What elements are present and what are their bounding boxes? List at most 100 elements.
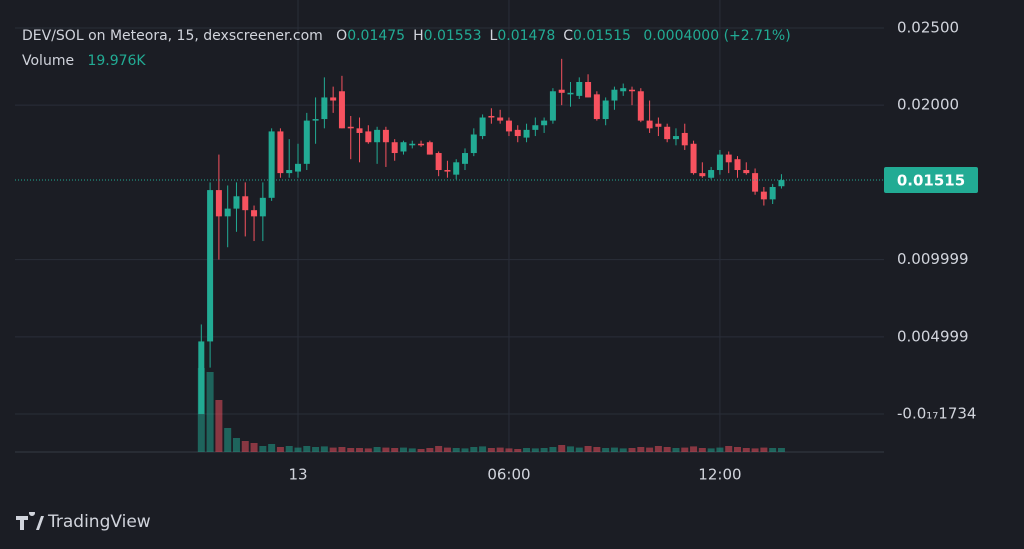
candle-body [409, 143, 416, 146]
candle-body [602, 100, 609, 120]
volume-bar [646, 447, 654, 452]
candle-body [567, 92, 574, 95]
volume-bar [531, 448, 539, 452]
last-price-label: 0.01515 [897, 172, 965, 190]
volume-bar [593, 447, 601, 452]
volume-bar [408, 448, 416, 452]
ohlc-key: L [489, 28, 498, 44]
volume-bar [268, 444, 276, 452]
ohlc-key: O [336, 28, 348, 44]
candle-body [558, 89, 565, 93]
candle-body [224, 208, 231, 217]
candle-body [356, 128, 363, 133]
candle-body [215, 190, 222, 217]
candle-body [725, 154, 732, 163]
volume-bar [760, 447, 768, 452]
candle-body [312, 119, 319, 121]
volume-bar [672, 448, 680, 452]
candle-body [514, 129, 521, 137]
volume-bar [373, 447, 381, 452]
candle-body [374, 129, 381, 143]
candle-body [620, 88, 627, 92]
candle-body [338, 91, 345, 129]
volume-bar [285, 446, 293, 452]
volume-bar [382, 447, 390, 452]
brand-text: TradingView [48, 512, 151, 532]
volume-bar [698, 448, 706, 452]
volume-bar [690, 446, 698, 452]
volume-bar [303, 446, 311, 452]
volume-header: Volume 19.976K [22, 53, 146, 69]
candle-body [435, 153, 442, 171]
ohlc-value: 0.01553 [423, 28, 482, 44]
candle-body [321, 97, 328, 120]
candle-body [330, 97, 337, 101]
volume-bar [575, 447, 583, 452]
candle-body [453, 162, 460, 175]
x-tick-label: 13 [288, 466, 307, 484]
volume-bar [566, 446, 574, 452]
ohlc-value: 0.01478 [497, 28, 556, 44]
candle-body [400, 142, 407, 152]
volume-bar [751, 448, 759, 452]
volume-bar [725, 446, 733, 452]
candle-body [497, 117, 504, 121]
candle-body [470, 134, 477, 154]
candle-body [672, 136, 679, 140]
candle-body [778, 180, 785, 187]
volume-bar [294, 447, 302, 452]
volume-bar [681, 447, 689, 452]
candle-body [303, 120, 310, 164]
volume-bar [654, 446, 662, 452]
candle-body [259, 197, 266, 217]
volume-bar [584, 446, 592, 452]
candle-body [664, 126, 671, 140]
candle-body [593, 94, 600, 120]
candle-body [541, 120, 548, 126]
candle-body [444, 170, 451, 172]
candle-body [734, 159, 741, 171]
y-tick-label: 0.02500 [897, 18, 959, 36]
candle-body [347, 126, 354, 129]
candle-body [391, 142, 398, 154]
candle-body [242, 196, 249, 211]
ohlc-value: 0.01515 [573, 28, 631, 44]
ohlc-value: 0.01475 [347, 28, 406, 44]
volume-bar [329, 447, 337, 452]
volume-bar [232, 438, 240, 452]
volume-bar [364, 448, 372, 452]
candle-body [479, 117, 486, 137]
candle-body [655, 123, 662, 127]
volume-bar [558, 445, 566, 452]
volume-bar [417, 449, 425, 452]
y-tick-label: 0.02000 [897, 96, 959, 114]
volume-bar [637, 447, 645, 452]
candle-body [646, 120, 653, 129]
ohlc-key: C [563, 28, 574, 44]
candle-body [382, 129, 389, 143]
x-tick-label: 06:00 [487, 466, 530, 484]
change-pct: (+2.71%) [723, 28, 791, 44]
candle-body [488, 115, 495, 118]
volume-bar [461, 448, 469, 452]
volume-bar [479, 446, 487, 452]
volume-bar [487, 448, 495, 452]
candle-body [505, 120, 512, 132]
volume-bar [250, 443, 258, 452]
volume-bar [619, 448, 627, 452]
volume-bar [540, 448, 548, 452]
volume-bar [628, 448, 636, 452]
volume-bar [452, 448, 460, 452]
y-tick-label: 0.009999 [897, 250, 969, 268]
candle-body [549, 91, 556, 121]
volume-bar [716, 447, 724, 452]
volume-bar [426, 448, 434, 452]
candle-body [708, 170, 715, 178]
volume-bar [312, 447, 320, 452]
volume-bar [347, 448, 355, 452]
candle-body [760, 191, 767, 200]
candle-body [523, 129, 530, 138]
volume-bar [514, 449, 522, 452]
candle-body [365, 131, 372, 143]
